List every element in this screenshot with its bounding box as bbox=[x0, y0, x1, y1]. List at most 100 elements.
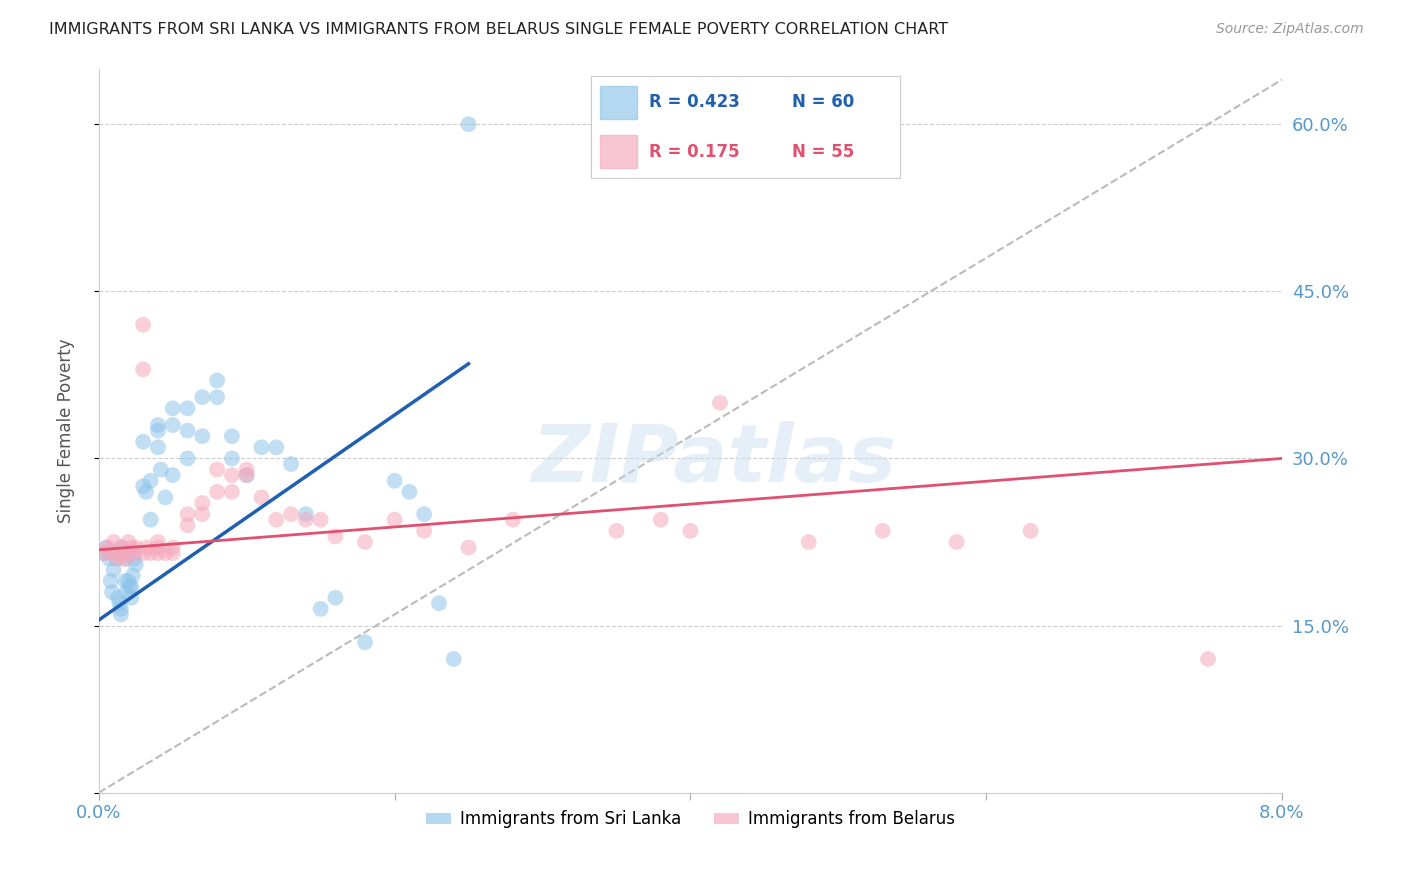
Point bbox=[139, 474, 162, 488]
Point bbox=[872, 524, 894, 538]
Point bbox=[413, 524, 436, 538]
Point bbox=[205, 390, 228, 404]
Point bbox=[100, 574, 122, 588]
Point bbox=[457, 541, 479, 555]
Point bbox=[176, 518, 198, 533]
Point bbox=[162, 401, 184, 416]
Point bbox=[162, 468, 184, 483]
Point bbox=[146, 535, 169, 549]
Point bbox=[103, 563, 125, 577]
Point bbox=[146, 424, 169, 438]
Point bbox=[413, 507, 436, 521]
Point bbox=[146, 546, 169, 560]
Point bbox=[235, 468, 257, 483]
Point bbox=[124, 546, 146, 560]
Point bbox=[443, 652, 465, 666]
Text: N = 55: N = 55 bbox=[792, 143, 853, 161]
Point bbox=[110, 602, 132, 616]
Point bbox=[103, 535, 125, 549]
Point bbox=[114, 551, 136, 566]
Point bbox=[205, 374, 228, 388]
Point bbox=[120, 591, 142, 605]
Point bbox=[162, 417, 184, 432]
Point bbox=[221, 451, 243, 466]
Point bbox=[797, 535, 820, 549]
Point bbox=[162, 546, 184, 560]
Point bbox=[221, 468, 243, 483]
Point bbox=[111, 541, 134, 555]
Point bbox=[115, 585, 138, 599]
Point bbox=[709, 395, 731, 409]
Point bbox=[235, 468, 257, 483]
Point bbox=[250, 440, 273, 454]
Point bbox=[398, 484, 420, 499]
Point bbox=[121, 568, 143, 582]
Point bbox=[118, 580, 141, 594]
Bar bbox=[600, 87, 637, 119]
Point bbox=[221, 484, 243, 499]
Point bbox=[132, 479, 155, 493]
Point bbox=[112, 546, 135, 560]
Point bbox=[354, 535, 377, 549]
Point bbox=[105, 546, 128, 560]
Point bbox=[135, 484, 157, 499]
Point bbox=[325, 529, 347, 543]
Point bbox=[264, 513, 287, 527]
Point bbox=[295, 507, 318, 521]
Point bbox=[107, 591, 129, 605]
Point bbox=[176, 401, 198, 416]
Point bbox=[354, 635, 377, 649]
Point bbox=[280, 457, 302, 471]
Y-axis label: Single Female Poverty: Single Female Poverty bbox=[58, 338, 75, 523]
Point bbox=[191, 390, 214, 404]
Point bbox=[114, 551, 136, 566]
Point bbox=[309, 513, 332, 527]
Point bbox=[325, 591, 347, 605]
Point bbox=[264, 440, 287, 454]
Point bbox=[139, 513, 162, 527]
Bar bbox=[600, 136, 637, 168]
Point bbox=[93, 546, 115, 560]
Point bbox=[149, 462, 172, 476]
Point bbox=[250, 491, 273, 505]
Point bbox=[117, 546, 139, 560]
Point bbox=[117, 535, 139, 549]
Point bbox=[605, 524, 627, 538]
Point bbox=[191, 496, 214, 510]
Text: IMMIGRANTS FROM SRI LANKA VS IMMIGRANTS FROM BELARUS SINGLE FEMALE POVERTY CORRE: IMMIGRANTS FROM SRI LANKA VS IMMIGRANTS … bbox=[49, 22, 948, 37]
Point bbox=[117, 546, 139, 560]
Point bbox=[139, 546, 162, 560]
Point bbox=[107, 551, 129, 566]
Point bbox=[457, 117, 479, 131]
Point bbox=[105, 551, 128, 566]
Point bbox=[111, 546, 134, 560]
Point bbox=[110, 541, 132, 555]
Point bbox=[1197, 652, 1219, 666]
Point bbox=[235, 462, 257, 476]
Point bbox=[650, 513, 672, 527]
Point bbox=[205, 484, 228, 499]
Point bbox=[155, 546, 177, 560]
Point bbox=[97, 541, 120, 555]
Point bbox=[146, 440, 169, 454]
Text: R = 0.175: R = 0.175 bbox=[650, 143, 740, 161]
Point bbox=[91, 546, 114, 560]
Point bbox=[117, 574, 139, 588]
Point bbox=[176, 424, 198, 438]
Point bbox=[295, 513, 318, 527]
Point bbox=[384, 474, 406, 488]
Point bbox=[132, 546, 155, 560]
Point bbox=[98, 551, 121, 566]
Point bbox=[384, 513, 406, 527]
Point bbox=[120, 580, 142, 594]
Point bbox=[125, 558, 148, 572]
Point bbox=[1019, 524, 1042, 538]
Point bbox=[191, 507, 214, 521]
Point bbox=[125, 541, 148, 555]
Point bbox=[155, 491, 177, 505]
Text: R = 0.423: R = 0.423 bbox=[650, 94, 740, 112]
Point bbox=[110, 607, 132, 622]
Text: N = 60: N = 60 bbox=[792, 94, 853, 112]
Point bbox=[114, 574, 136, 588]
Point bbox=[162, 541, 184, 555]
